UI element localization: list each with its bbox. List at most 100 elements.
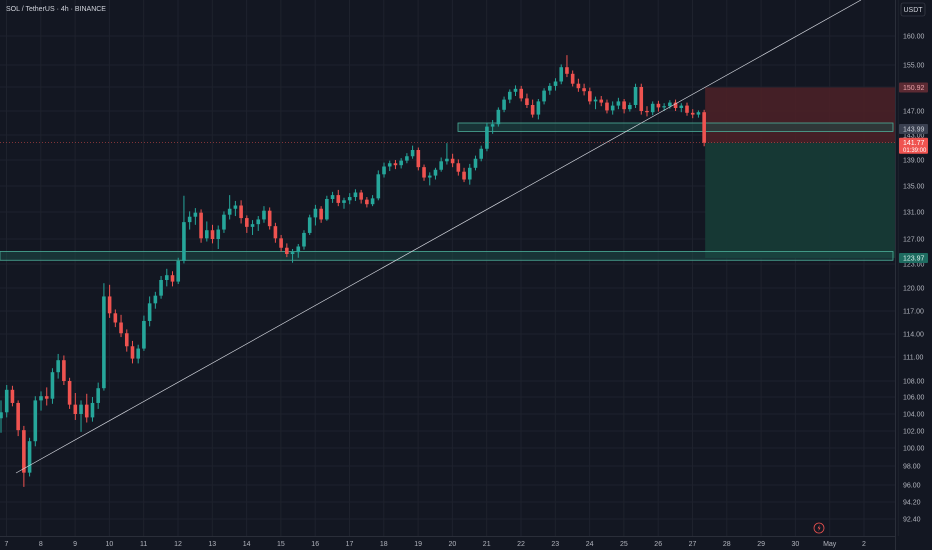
- price-tick-label: 155.00: [903, 63, 925, 70]
- candle-body: [170, 275, 175, 282]
- candle-body: [450, 158, 455, 164]
- price-tick-label: 117.00: [903, 309, 924, 316]
- candle-body: [639, 87, 644, 111]
- time-tick-label: 25: [620, 541, 628, 548]
- price-tick-label: 102.00: [903, 429, 925, 436]
- candle-body: [656, 103, 661, 108]
- candle-body: [67, 381, 72, 405]
- price-axis[interactable]: 160.00155.00151.00147.00143.00139.00135.…: [895, 0, 929, 550]
- candle-body: [10, 389, 15, 403]
- candle-body: [616, 101, 621, 106]
- time-tick-label: 12: [174, 541, 182, 548]
- candle-body: [73, 404, 78, 414]
- zones-layer: [0, 87, 895, 261]
- candle-body: [445, 158, 449, 162]
- candle-body: [382, 166, 386, 175]
- candle-body: [610, 105, 615, 111]
- candle-body: [467, 167, 472, 180]
- candle-body: [39, 396, 43, 401]
- time-tick-label: 29: [757, 541, 765, 548]
- candle-body: [279, 238, 283, 248]
- candle-body: [559, 67, 564, 82]
- candle-body: [113, 313, 118, 323]
- candle-body: [679, 105, 684, 108]
- candle-body: [376, 174, 381, 199]
- candle-body: [553, 81, 558, 86]
- candle-body: [662, 106, 666, 108]
- candle-body: [645, 111, 649, 113]
- price-tick-label: 94.20: [903, 500, 921, 507]
- price-tick-label: 96.00: [903, 483, 921, 490]
- support-zone: [0, 251, 894, 261]
- candle-body: [599, 99, 604, 103]
- stop-price-label: 150.92: [903, 85, 925, 92]
- candle-body: [462, 171, 466, 180]
- candle-body: [222, 214, 226, 230]
- candle-body: [582, 88, 586, 92]
- candle-body: [267, 210, 272, 227]
- currency-label: USDT: [903, 7, 923, 14]
- price-tick-label: 127.00: [903, 237, 925, 244]
- candle-body: [319, 208, 323, 220]
- candle-body: [427, 175, 432, 178]
- candle-body: [84, 404, 89, 418]
- candle-body: [370, 198, 375, 205]
- candle-body: [96, 388, 100, 403]
- candle-body: [456, 163, 461, 172]
- candle-body: [107, 296, 112, 314]
- zone-price-label-bg: [899, 124, 928, 135]
- candle-body: [347, 197, 352, 201]
- candle-body: [130, 346, 135, 359]
- candle-body: [142, 320, 146, 349]
- candle-body: [90, 402, 95, 418]
- stop-loss-zone: [705, 87, 895, 143]
- time-tick-label: 2: [862, 541, 866, 548]
- candles-layer: [0, 55, 706, 487]
- candle-body: [485, 126, 489, 149]
- candle-body: [62, 360, 66, 381]
- price-tick-label: 139.00: [903, 158, 925, 165]
- candle-body: [399, 160, 403, 166]
- candle-body: [0, 412, 3, 419]
- time-axis[interactable]: 7 8 9 10 11 12 13 14 15 16 17 18 19 20 21 22 23 24 25 26 27 2…: [0, 536, 895, 549]
- currency-badge[interactable]: USDT: [900, 2, 926, 17]
- price-tick-label: 100.00: [903, 446, 925, 453]
- candle-body: [519, 88, 524, 99]
- price-tick-label: 111.00: [903, 355, 923, 362]
- time-tick-label: 11: [140, 541, 147, 548]
- candle-body: [690, 112, 695, 115]
- price-tick-label: 123.00: [903, 262, 925, 269]
- candle-body: [530, 105, 535, 115]
- time-tick-label: May: [823, 541, 837, 548]
- candle-body: [296, 246, 301, 253]
- time-tick-label: 16: [311, 541, 319, 548]
- candle-body: [147, 303, 152, 321]
- time-tick-label: 22: [517, 541, 525, 548]
- candle-body: [605, 102, 609, 111]
- candle-body: [490, 124, 495, 127]
- time-tick-label: 20: [449, 541, 457, 548]
- price-tick-label: 106.00: [903, 395, 925, 402]
- target-price-label-bg: [899, 252, 928, 263]
- candle-body: [302, 232, 306, 247]
- price-tick-label: 147.00: [903, 109, 925, 116]
- candle-body: [548, 85, 552, 91]
- candle-body: [199, 212, 203, 239]
- candle-body: [502, 99, 506, 110]
- candle-body: [273, 226, 278, 239]
- candle-body: [507, 91, 512, 100]
- candle-body: [330, 195, 335, 199]
- candle-body: [702, 112, 706, 143]
- candle-body: [393, 163, 398, 166]
- bolt-icon[interactable]: [813, 522, 825, 534]
- candle-body: [576, 83, 581, 89]
- candle-body: [27, 441, 32, 473]
- candle-body: [44, 396, 49, 399]
- candle-body: [359, 192, 363, 200]
- candle-body: [479, 148, 483, 159]
- candle-body: [416, 150, 421, 168]
- candle-body: [4, 389, 9, 413]
- candle-body: [153, 295, 158, 304]
- time-tick-label: 28: [723, 541, 731, 548]
